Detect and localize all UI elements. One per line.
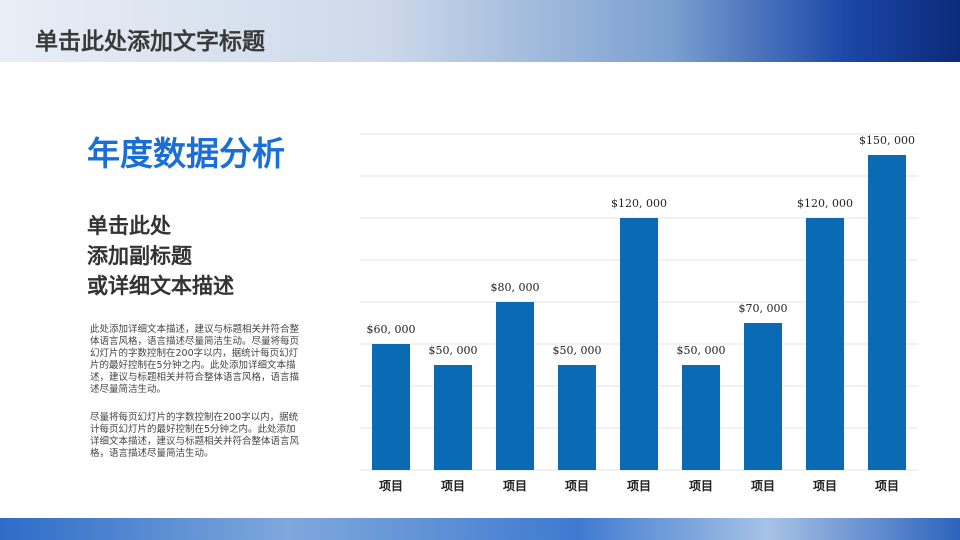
- bar: [806, 218, 844, 470]
- x-tick-label: 项目: [503, 479, 527, 493]
- bar: [682, 365, 720, 470]
- x-tick-label: 项目: [689, 479, 713, 493]
- text-line: 此处添加详细文本描述，建议与标题相关并符合整: [90, 324, 300, 335]
- footer-band: [0, 518, 960, 540]
- subtitle-line: 单击此处: [87, 214, 171, 238]
- paragraph: 尽量将每页幻灯片的字数控制在200字以内，据统 计每页幻灯片的最好控制在5分钟之内…: [90, 412, 340, 460]
- header-band: [0, 0, 960, 62]
- value-label: $50, 000: [677, 344, 726, 357]
- text-line: 述尽量简洁生动。: [90, 384, 167, 395]
- text-line: 片的最好控制在5分钟之内。此处添加详细文本描: [90, 360, 296, 371]
- bar: [496, 302, 534, 470]
- x-tick-label: 项目: [627, 479, 651, 493]
- text-line: 计每页幻灯片的最好控制在5分钟之内。此处添加: [90, 424, 296, 435]
- value-label: $120, 000: [797, 197, 853, 210]
- x-tick-label: 项目: [565, 479, 589, 493]
- text-line: 尽量将每页幻灯片的字数控制在200字以内，据统: [90, 412, 299, 423]
- paragraph: 此处添加详细文本描述，建议与标题相关并符合整 体语言风格，语言描述尽量简洁生动。尽…: [90, 324, 340, 396]
- value-label: $60, 000: [367, 323, 416, 336]
- bar: [868, 155, 906, 470]
- bar: [744, 323, 782, 470]
- value-label: $50, 000: [553, 344, 602, 357]
- value-label: $80, 000: [491, 281, 540, 294]
- subtitle-line: 或详细文本描述: [87, 274, 234, 298]
- bar: [620, 218, 658, 470]
- x-tick-label: 项目: [751, 479, 775, 493]
- text-line: 述，建议与标题相关并符合整体语言风格，语言描: [90, 372, 300, 383]
- x-tick-label: 项目: [813, 479, 837, 493]
- value-label: $70, 000: [739, 302, 788, 315]
- slide-title: 单击此处添加文字标题: [35, 29, 265, 55]
- x-tick-label: 项目: [875, 479, 899, 493]
- heading: 年度数据分析: [87, 134, 285, 173]
- bar: [558, 365, 596, 470]
- x-tick-label: 项目: [441, 479, 465, 493]
- text-line: 体语言风格，语言描述尽量简洁生动。尽量将每页: [90, 336, 300, 347]
- value-label: $120, 000: [611, 197, 667, 210]
- value-label: $50, 000: [429, 344, 478, 357]
- subtitle: 单击此处 添加副标题 或详细文本描述: [87, 211, 234, 301]
- subtitle-line: 添加副标题: [87, 244, 192, 268]
- text-line: 幻灯片的字数控制在200字以内，据统计每页幻灯: [90, 348, 299, 359]
- text-line: 详细文本描述，建议与标题相关并符合整体语言风: [90, 436, 300, 447]
- text-line: 格，语言描述尽量简洁生动。: [90, 448, 214, 459]
- value-label: $150, 000: [859, 134, 915, 147]
- bar: [434, 365, 472, 470]
- x-tick-label: 项目: [379, 479, 403, 493]
- bar: [372, 344, 410, 470]
